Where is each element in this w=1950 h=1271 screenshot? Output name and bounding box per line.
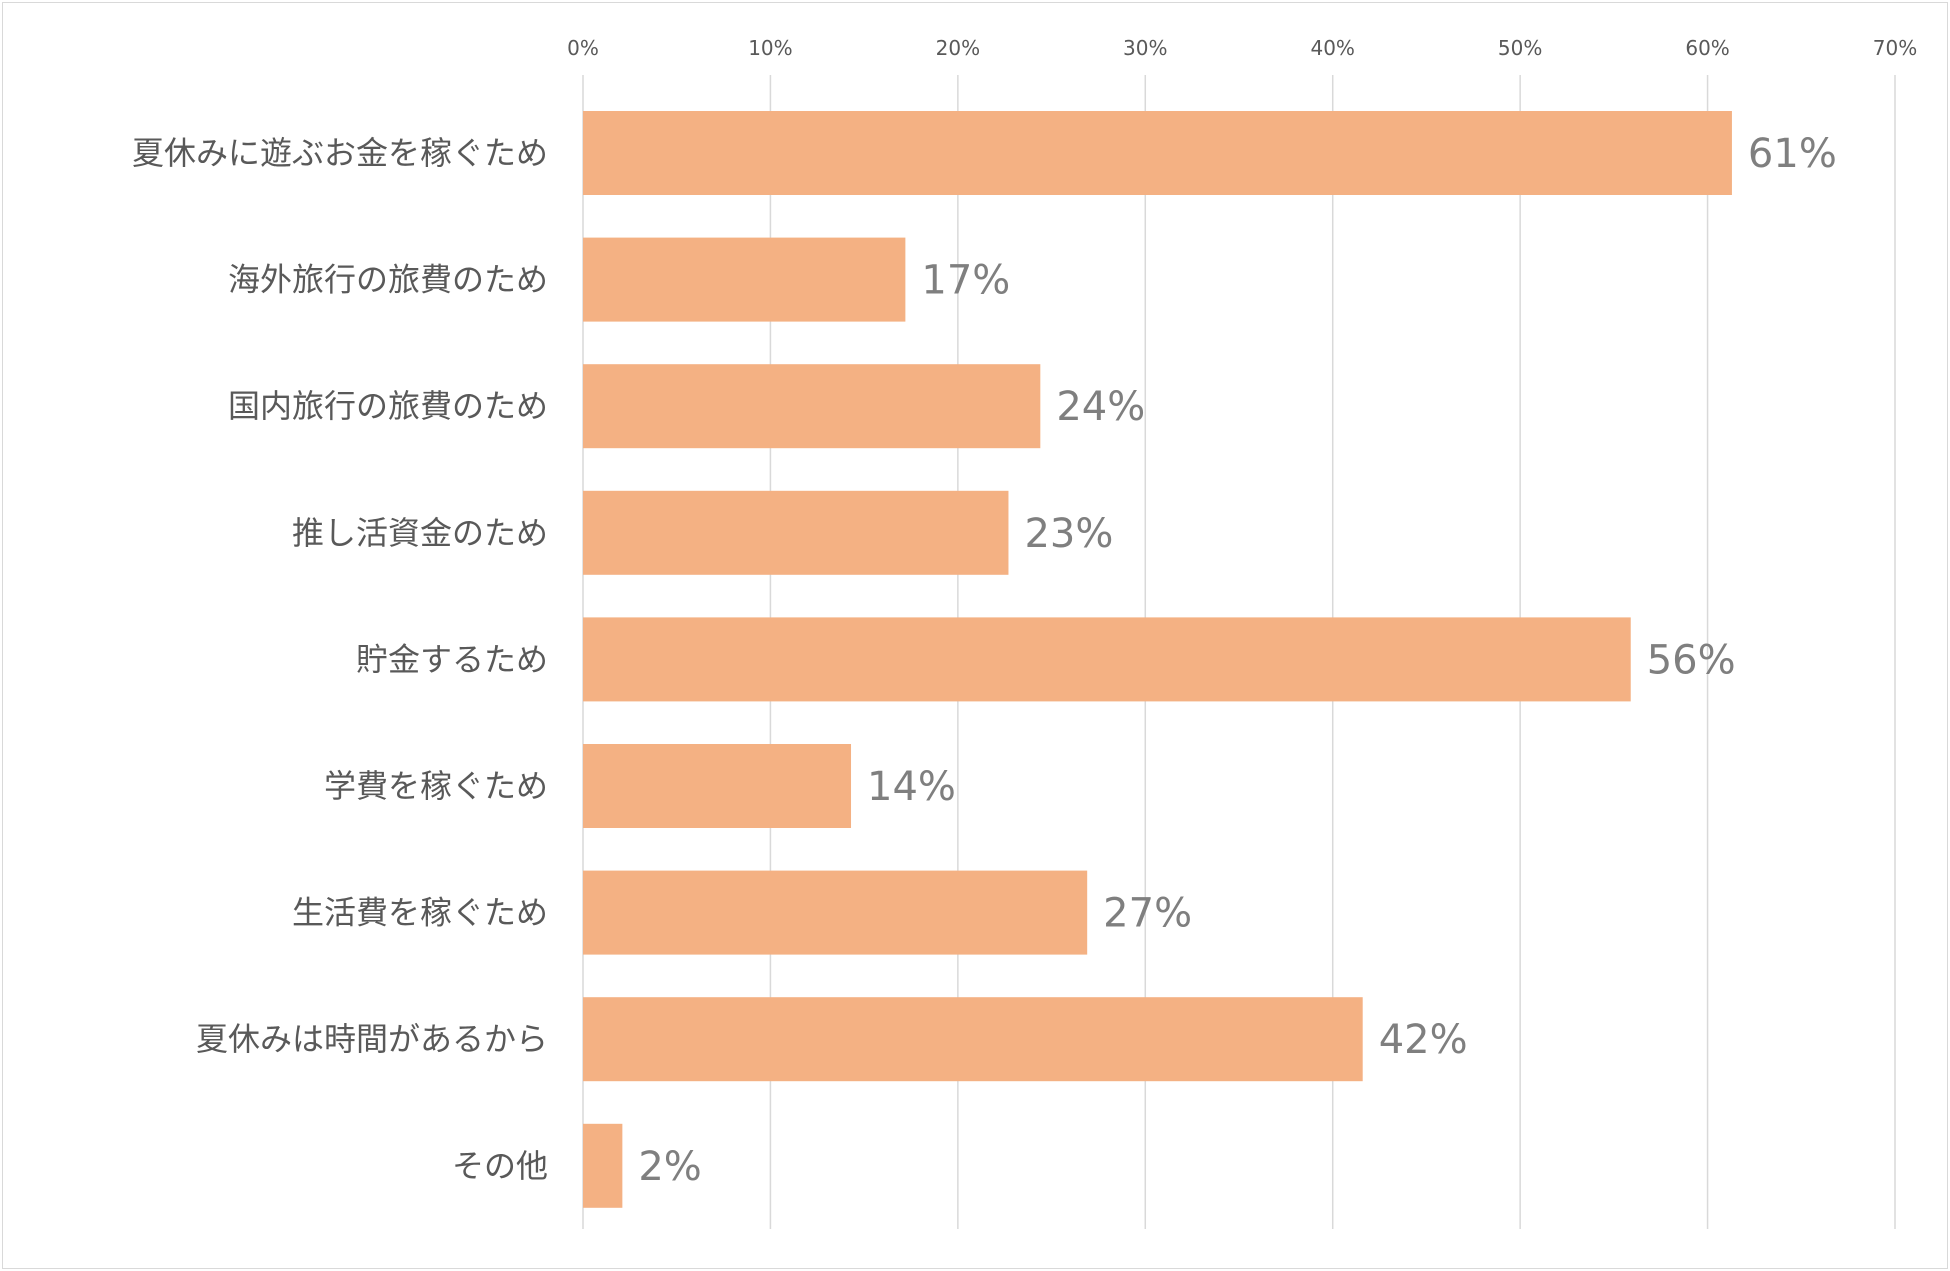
data-label: 17% — [921, 258, 1010, 304]
category-label: 推し活資金のため — [292, 514, 548, 552]
bar — [583, 997, 1363, 1082]
x-axis-ticks: 0% 10% 20% 30% 40% 50% 60% 70% — [567, 36, 1917, 60]
category-label: 生活費を稼ぐため — [292, 894, 548, 932]
x-tick-label: 30% — [1123, 36, 1167, 60]
category-label: 国内旅行の旅費のため — [228, 387, 548, 425]
category-label: その他 — [452, 1147, 548, 1185]
data-label: 24% — [1056, 384, 1145, 430]
bar — [583, 744, 852, 828]
x-tick-label: 50% — [1498, 36, 1542, 60]
bar — [583, 237, 906, 322]
x-tick-label: 10% — [748, 36, 792, 60]
x-tick-label: 60% — [1685, 36, 1729, 60]
bar — [583, 490, 1009, 575]
data-label: 23% — [1024, 511, 1113, 557]
category-label: 海外旅行の旅費のため — [228, 261, 548, 299]
category-labels: 夏休みに遊ぶお金を稼ぐため海外旅行の旅費のため国内旅行の旅費のため推し活資金のた… — [132, 134, 548, 1185]
x-tick-label: 0% — [567, 36, 599, 60]
bar — [583, 1123, 623, 1208]
data-labels: 61% 17% 24% 23% 56% 14% 27% 42% 2% — [638, 131, 1836, 1190]
data-label: 27% — [1103, 891, 1192, 937]
category-label: 夏休みは時間があるから — [196, 1020, 548, 1058]
category-label: 学費を稼ぐため — [324, 767, 548, 805]
data-label: 2% — [638, 1144, 701, 1190]
bar — [583, 364, 1041, 449]
data-label: 14% — [867, 764, 956, 810]
bar — [583, 111, 1732, 195]
x-tick-label: 20% — [936, 36, 980, 60]
bar — [583, 870, 1088, 955]
category-label: 貯金するため — [356, 640, 548, 678]
data-label: 42% — [1379, 1017, 1468, 1063]
data-label: 56% — [1647, 637, 1736, 683]
data-label: 61% — [1748, 131, 1837, 177]
x-tick-label: 70% — [1873, 36, 1917, 60]
bar-chart: 0% 10% 20% 30% 40% 50% 60% 70% 夏休みに遊ぶお金を稼ぐため海外旅… — [132, 36, 1917, 1229]
bars — [583, 111, 1732, 1208]
bar — [583, 617, 1631, 702]
category-label: 夏休みに遊ぶお金を稼ぐため — [132, 134, 548, 172]
x-tick-label: 40% — [1310, 36, 1354, 60]
